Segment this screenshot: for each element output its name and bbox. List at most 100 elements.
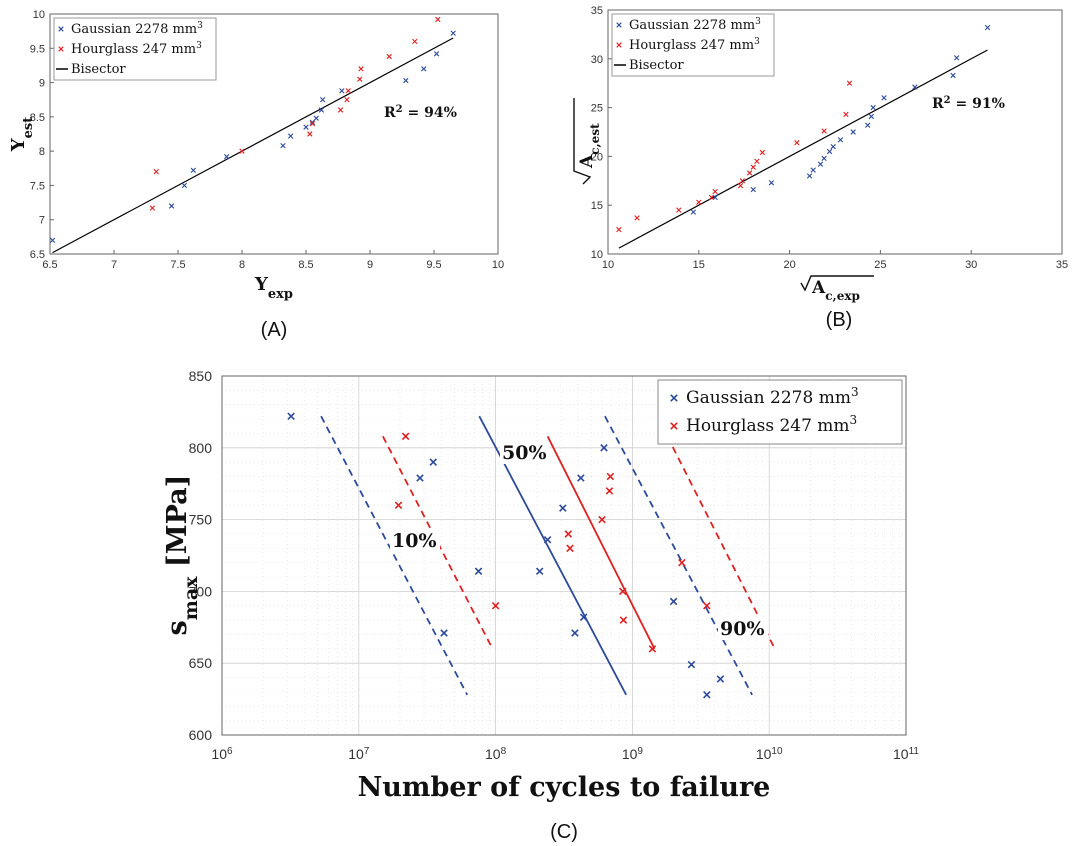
- gaussian-point: [826, 148, 833, 155]
- legend-entry: Gaussian 2278 mm3: [71, 21, 203, 37]
- marker-stroke: [810, 167, 816, 173]
- hourglass-point: [648, 645, 657, 653]
- hourglass-point: [676, 207, 682, 213]
- text-part: 3: [754, 37, 760, 47]
- marker-stroke: [616, 42, 622, 48]
- marker-stroke: [168, 203, 175, 209]
- text-part: Y: [254, 274, 269, 295]
- y-tick-label: 850: [189, 368, 213, 384]
- marker-stroke: [403, 77, 409, 84]
- x-tick-label: 106: [211, 746, 233, 763]
- y-tick-label: 9.5: [30, 43, 45, 55]
- marker-stroke: [600, 444, 608, 452]
- marker-stroke: [850, 129, 856, 135]
- annotation-background: [718, 618, 768, 640]
- marker-stroke: [768, 180, 775, 186]
- tick-exponent: 11: [909, 746, 920, 757]
- gaussian-point: [421, 66, 427, 72]
- text-part: 3: [196, 41, 202, 51]
- gaussian-point: [817, 161, 824, 167]
- legend-marker-hourglass: [58, 46, 64, 52]
- marker-stroke: [433, 51, 440, 57]
- text-part: R: [932, 96, 944, 112]
- marker-stroke: [817, 161, 824, 167]
- marker-stroke: [806, 173, 813, 179]
- gaussian-point: [318, 107, 325, 113]
- marker-stroke: [429, 458, 437, 466]
- marker-stroke: [821, 128, 827, 134]
- text-part: Y: [8, 137, 29, 152]
- annotation-background: [390, 530, 440, 552]
- text-part: 2: [944, 95, 951, 106]
- text-part: max: [180, 576, 202, 620]
- gaussian-point: [190, 167, 197, 174]
- gaussian-point: [313, 115, 319, 121]
- marker-stroke: [412, 38, 418, 45]
- x-tick-label: 108: [485, 746, 507, 763]
- gaussian-point: [716, 675, 725, 683]
- marker-stroke: [313, 115, 319, 121]
- hourglass-point: [619, 616, 628, 624]
- hourglass-point: [344, 97, 350, 103]
- y-axis-label-text: Ac,est: [577, 123, 602, 169]
- marker-stroke: [703, 691, 711, 699]
- gaussian-point: [750, 186, 756, 193]
- y-tick-label: 9: [39, 78, 45, 90]
- tick-exponent: 8: [501, 746, 507, 757]
- gaussian-point: [181, 182, 188, 189]
- hourglass-point: [618, 587, 627, 596]
- marker-stroke: [535, 567, 544, 576]
- hourglass-point: [739, 178, 746, 184]
- quantile-line-hourglass-10: [382, 435, 494, 650]
- tick-exponent: 10: [771, 746, 783, 757]
- gaussian-point: [287, 133, 294, 139]
- x-tick-label: 7.5: [170, 259, 185, 271]
- legend-marker-gaussian: [616, 22, 622, 28]
- marker-stroke: [239, 148, 245, 154]
- x-tick-label: 25: [874, 259, 886, 271]
- chart-A: 6.5 7 7.5 8 8.5 9 9.5 10 6.5 7 7.5 8 8.5 9 9.5 10 Gaussi…: [8, 9, 504, 341]
- x-tick-label: 8.5: [298, 259, 313, 271]
- y-tick-label: 15: [591, 200, 603, 212]
- gaussian-point: [687, 660, 696, 669]
- marker-stroke: [648, 645, 657, 653]
- x-tick-label: 9: [367, 259, 373, 271]
- marker-stroke: [58, 46, 64, 52]
- marker-stroke: [794, 140, 800, 146]
- gaussian-point: [703, 691, 711, 699]
- legend-entry: Bisector: [629, 58, 684, 73]
- marker-stroke: [712, 188, 718, 195]
- x-axis-label: Number of cycles to failure: [358, 772, 771, 803]
- gaussian-point: [600, 444, 608, 452]
- hourglass-point: [754, 158, 760, 164]
- text-part: 2: [396, 104, 403, 115]
- hourglass-point: [703, 601, 711, 610]
- marker-stroke: [716, 675, 725, 683]
- gaussian-point: [168, 203, 175, 209]
- y-tick-label: 10: [591, 249, 603, 261]
- gaussian-point: [953, 55, 960, 61]
- y-tick-label: 30: [591, 54, 603, 66]
- marker-stroke: [837, 137, 844, 143]
- marker-stroke: [696, 199, 702, 205]
- hourglass-point: [598, 515, 606, 524]
- hourglass-point: [337, 107, 344, 113]
- quantile-line-gaussian-90: [604, 415, 753, 696]
- marker-stroke: [708, 194, 715, 201]
- marker-stroke: [559, 504, 567, 512]
- gaussian-point: [319, 97, 326, 103]
- marker-stroke: [566, 544, 574, 553]
- y-tick-label: 750: [189, 512, 213, 528]
- hourglass-point: [605, 487, 614, 495]
- legend-entry: Gaussian 2278 mm3: [629, 17, 761, 33]
- hourglass-point: [309, 121, 316, 127]
- quantile-annotation: 10%: [392, 530, 437, 552]
- r-squared-annotation: R2 = 94%: [384, 104, 457, 122]
- marker-stroke: [287, 412, 295, 420]
- marker-stroke: [687, 660, 696, 669]
- marker-stroke: [421, 66, 427, 72]
- marker-stroke: [339, 88, 345, 94]
- text-part: Hourglass 247 mm: [686, 416, 850, 436]
- gaussian-point: [429, 458, 437, 466]
